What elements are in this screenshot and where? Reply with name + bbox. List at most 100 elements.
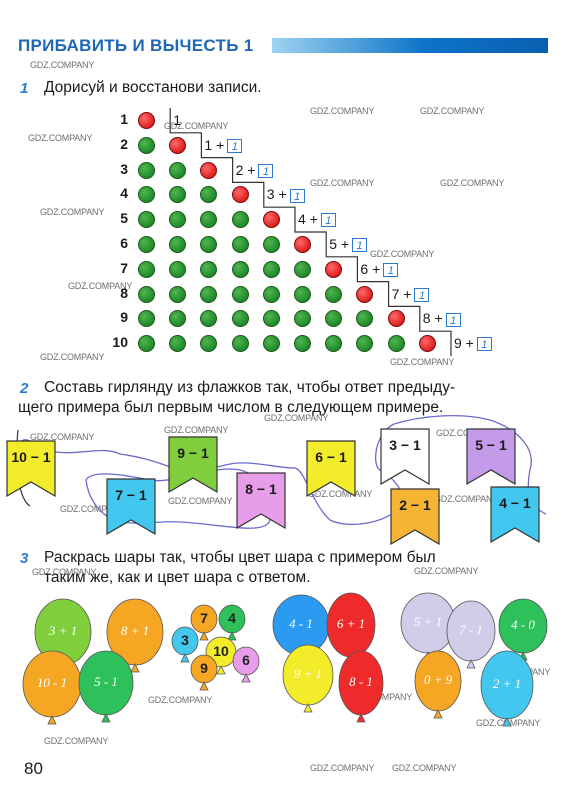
- flag-label: 10 − 1: [11, 449, 51, 465]
- green-dot: [231, 211, 249, 229]
- flag: 10 − 1: [6, 440, 56, 498]
- flag-label: 4 − 1: [499, 495, 531, 511]
- page-number: 80: [24, 759, 43, 778]
- green-dot: [138, 211, 155, 229]
- green-dot: [231, 236, 249, 253]
- flag: 8 − 1: [236, 472, 286, 530]
- watermark: GDZ.COMPANY: [434, 494, 499, 504]
- flag-label: 6 − 1: [315, 449, 347, 465]
- green-dot: [325, 285, 343, 303]
- watermark: GDZ.COMPANY: [68, 281, 133, 291]
- row-expression: 1 +1: [204, 137, 243, 154]
- red-dot: [325, 260, 343, 278]
- flag-label: 3 − 1: [389, 437, 421, 453]
- task-number: 3: [20, 550, 29, 567]
- red-dot: [418, 335, 436, 353]
- flag: 3 − 1: [380, 428, 430, 486]
- balloon-label: 4 - 0: [511, 617, 535, 632]
- watermark: GDZ.COMPANY: [310, 178, 375, 188]
- watermark: GDZ.COMPANY: [414, 566, 479, 576]
- flag-label: 2 − 1: [399, 497, 431, 513]
- row-label: 5: [120, 210, 128, 227]
- watermark: GDZ.COMPANY: [30, 60, 95, 70]
- balloon: 8 + 1: [106, 598, 164, 676]
- green-dot: [169, 236, 187, 253]
- expression-text: 1: [173, 112, 181, 128]
- red-dot: [200, 161, 218, 179]
- row-expression: 4 +1: [298, 211, 336, 228]
- green-dot: [200, 236, 218, 253]
- flag: 7 − 1: [106, 478, 156, 536]
- green-dot: [356, 335, 374, 353]
- small-balloon: 7: [190, 604, 218, 644]
- green-dot: [200, 310, 218, 328]
- row-label: 3: [120, 160, 128, 177]
- task-text-line2: таким же, как и цвет шара с ответом.: [44, 569, 311, 586]
- answer-box: 1: [352, 238, 368, 253]
- red-dot: [294, 236, 311, 253]
- expression-text: 8 +: [422, 310, 443, 327]
- watermark: GDZ.COMPANY: [370, 249, 435, 259]
- balloon: 6 + 1: [326, 592, 376, 668]
- row-expression: 3 +1: [266, 186, 305, 203]
- green-dot: [138, 285, 155, 303]
- red-dot: [231, 186, 249, 204]
- balloon-label: 9 + 1: [293, 666, 323, 681]
- balloon-label: 10: [213, 643, 229, 659]
- row-label: 7: [120, 259, 128, 276]
- green-dot: [356, 310, 374, 328]
- row-expression: 8 +1: [422, 310, 461, 327]
- green-dot: [169, 310, 187, 328]
- task-text-line2: щего примера был первым числом в следующ…: [18, 399, 444, 416]
- task-number: 2: [20, 380, 29, 397]
- watermark: GDZ.COMPANY: [168, 496, 233, 506]
- staircase-lines: [169, 108, 452, 356]
- watermark: GDZ.COMPANY: [390, 357, 455, 367]
- expression-text: 4 +: [298, 211, 318, 228]
- flag: 2 − 1: [390, 488, 440, 546]
- expression-text: 5 +: [329, 236, 350, 252]
- expression-text: 7 +: [391, 285, 412, 302]
- answer-box: 1: [445, 312, 461, 327]
- green-dot: [387, 335, 405, 353]
- balloon: 4 - 1: [272, 594, 330, 666]
- watermark: GDZ.COMPANY: [310, 106, 375, 116]
- flag: 4 − 1: [490, 486, 540, 544]
- balloon: 8 - 1: [338, 650, 384, 726]
- balloon: 5 - 1: [78, 650, 134, 726]
- row-label: 9: [120, 309, 128, 326]
- green-dot: [294, 310, 311, 328]
- flag: 6 − 1: [306, 440, 356, 498]
- flag-label: 9 − 1: [177, 445, 209, 461]
- expression-text: 3 +: [266, 186, 287, 203]
- balloon: 5 + 1: [400, 592, 456, 664]
- answer-box: 1: [289, 188, 305, 203]
- row-label: 2: [120, 135, 128, 152]
- green-dot: [169, 335, 187, 353]
- task-text-line1: Раскрась шары так, чтобы цвет шара с при…: [44, 549, 436, 566]
- balloon-label: 7: [200, 610, 208, 626]
- balloon: 0 + 9: [414, 650, 462, 722]
- balloon-label: 5 + 1: [413, 614, 443, 629]
- green-dot: [262, 236, 280, 253]
- green-dot: [231, 335, 249, 353]
- red-dot: [387, 310, 405, 328]
- balloon-label: 6 + 1: [336, 616, 366, 631]
- green-dot: [262, 310, 280, 328]
- row-expression: 1: [173, 112, 181, 128]
- balloon-label: 6: [242, 652, 250, 668]
- green-dot: [200, 211, 218, 229]
- watermark: GDZ.COMPANY: [440, 178, 505, 188]
- answer-box: 1: [227, 139, 243, 154]
- green-dot: [231, 310, 249, 328]
- green-dot: [138, 136, 155, 154]
- row-expression: 5 +1: [329, 236, 368, 253]
- row-label: 1: [120, 111, 128, 127]
- balloon-label: 4 - 1: [289, 616, 313, 631]
- flag-label: 8 − 1: [245, 481, 277, 497]
- balloon-label: 10 - 1: [36, 675, 68, 690]
- green-dot: [231, 260, 249, 278]
- green-dot: [169, 260, 187, 278]
- balloon-label: 9: [200, 660, 208, 676]
- green-dot: [169, 285, 187, 303]
